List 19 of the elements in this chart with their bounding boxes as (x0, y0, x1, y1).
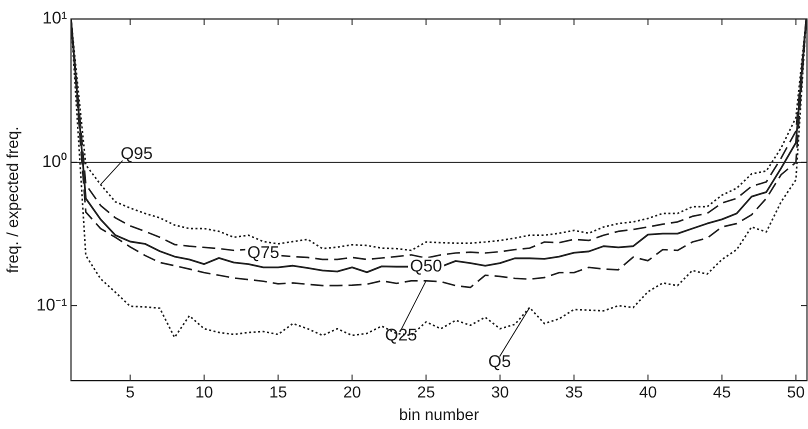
x-axis-title: bin number (398, 406, 480, 424)
x-tick-label: 30 (491, 384, 510, 402)
text: Q25 (384, 326, 418, 345)
x-tick-label: 15 (269, 384, 288, 402)
series-label: Q95 (120, 144, 153, 164)
x-tick-label: 5 (126, 384, 135, 402)
series-label: Q75 (247, 243, 280, 262)
x-tick-label: 40 (639, 384, 657, 402)
x-tick-label: 25 (417, 384, 436, 402)
x-tick-label: 20 (343, 384, 362, 402)
series-label: Q5 (488, 352, 511, 372)
y-tick-label: 10¹ (42, 8, 68, 28)
x-tick-label: 50 (787, 384, 805, 402)
x-tick-label: 10 (195, 384, 214, 402)
y-axis-title: freq. / expected freq. (5, 126, 22, 274)
y-tick-label: 10⁰ (42, 152, 67, 172)
x-tick-label: 35 (565, 384, 583, 402)
x-tick-label: 45 (713, 384, 731, 402)
y-tick-label: 10⁻¹ (36, 295, 68, 314)
